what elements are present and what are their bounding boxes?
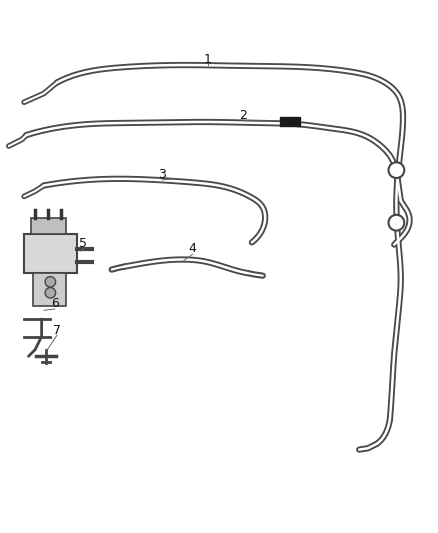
Circle shape [45, 287, 56, 298]
Bar [31, 219, 66, 233]
Text: 7: 7 [53, 324, 61, 336]
Bar [280, 117, 300, 126]
Text: 6: 6 [51, 297, 59, 310]
Text: 5: 5 [79, 237, 87, 250]
Bar [24, 233, 77, 273]
Circle shape [389, 215, 404, 231]
Text: 2: 2 [239, 109, 247, 122]
Text: 4: 4 [189, 243, 197, 255]
Circle shape [389, 162, 404, 178]
Bar [33, 273, 66, 306]
Text: 1: 1 [204, 53, 212, 66]
Text: 3: 3 [158, 168, 166, 181]
Circle shape [45, 277, 56, 287]
